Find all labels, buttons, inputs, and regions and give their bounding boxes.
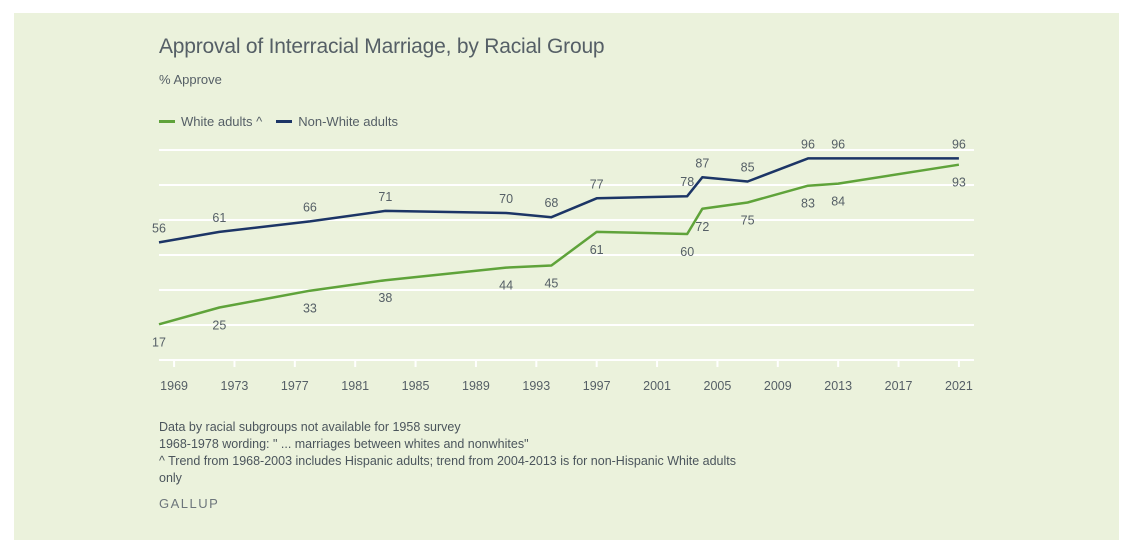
x-tick-label: 2005 xyxy=(704,379,732,393)
data-label: 44 xyxy=(499,279,513,293)
x-tick-label: 2017 xyxy=(885,379,913,393)
series-line-white xyxy=(158,163,960,326)
legend-item-nonwhite[interactable]: Non-White adults xyxy=(276,114,398,129)
data-label: 78 xyxy=(680,175,694,189)
data-label: 61 xyxy=(590,243,604,257)
data-label: 75 xyxy=(741,214,755,228)
data-label: 83 xyxy=(801,197,815,211)
legend-label-nonwhite: Non-White adults xyxy=(298,114,398,129)
note-line: only xyxy=(159,471,182,485)
legend-swatch-white xyxy=(159,120,175,123)
data-label: 38 xyxy=(378,291,392,305)
x-tick-label: 1977 xyxy=(281,379,309,393)
data-label: 25 xyxy=(212,319,226,333)
data-label: 96 xyxy=(801,137,815,151)
data-label: 45 xyxy=(544,277,558,291)
x-tick-label: 1973 xyxy=(221,379,249,393)
x-tick-label: 1993 xyxy=(522,379,550,393)
data-label: 87 xyxy=(695,156,709,170)
data-label: 85 xyxy=(741,161,755,175)
series-line-nonwhite xyxy=(158,157,959,244)
data-label: 96 xyxy=(952,137,966,151)
data-label: 84 xyxy=(831,195,845,209)
data-label: 33 xyxy=(303,302,317,316)
data-label: 72 xyxy=(695,220,709,234)
x-tick-label: 1997 xyxy=(583,379,611,393)
legend-swatch-nonwhite xyxy=(276,120,293,123)
data-label: 71 xyxy=(378,190,392,204)
x-tick-label: 1981 xyxy=(341,379,369,393)
x-tick-label: 1969 xyxy=(160,379,188,393)
data-label: 93 xyxy=(952,176,966,190)
gallup-logo-text: GALLUP xyxy=(159,496,220,511)
x-tick-label: 2001 xyxy=(643,379,671,393)
x-tick-label: 2013 xyxy=(824,379,852,393)
x-tick-label: 2021 xyxy=(945,379,973,393)
note-line: 1968-1978 wording: " ... marriages betwe… xyxy=(159,437,529,451)
data-label: 66 xyxy=(303,200,317,214)
x-tick-label: 1985 xyxy=(402,379,430,393)
data-label: 96 xyxy=(831,137,845,151)
chart-subtitle: % Approve xyxy=(159,72,222,87)
chart-card: Approval of Interracial Marriage, by Rac… xyxy=(14,13,1119,540)
chart-legend: White adults ^ Non-White adults xyxy=(159,114,398,129)
data-label: 61 xyxy=(212,211,226,225)
x-tick-label: 2009 xyxy=(764,379,792,393)
x-tick-label: 1989 xyxy=(462,379,490,393)
data-label: 68 xyxy=(544,196,558,210)
legend-item-white[interactable]: White adults ^ xyxy=(159,114,262,129)
chart-notes: Data by racial subgroups not available f… xyxy=(159,419,736,487)
line-chart: 1969 1973 1977 1981 1985 1989 1993 1997 2001 2005… xyxy=(152,137,974,393)
data-label: 70 xyxy=(499,192,513,206)
data-label: 60 xyxy=(680,245,694,259)
note-line: Data by racial subgroups not available f… xyxy=(159,420,461,434)
data-label: 77 xyxy=(590,177,604,191)
legend-label-white: White adults ^ xyxy=(181,114,263,129)
note-line: ^ Trend from 1968-2003 includes Hispanic… xyxy=(159,454,737,468)
data-label: 17 xyxy=(152,335,166,349)
chart-title: Approval of Interracial Marriage, by Rac… xyxy=(159,35,605,58)
data-label: 56 xyxy=(152,221,166,235)
